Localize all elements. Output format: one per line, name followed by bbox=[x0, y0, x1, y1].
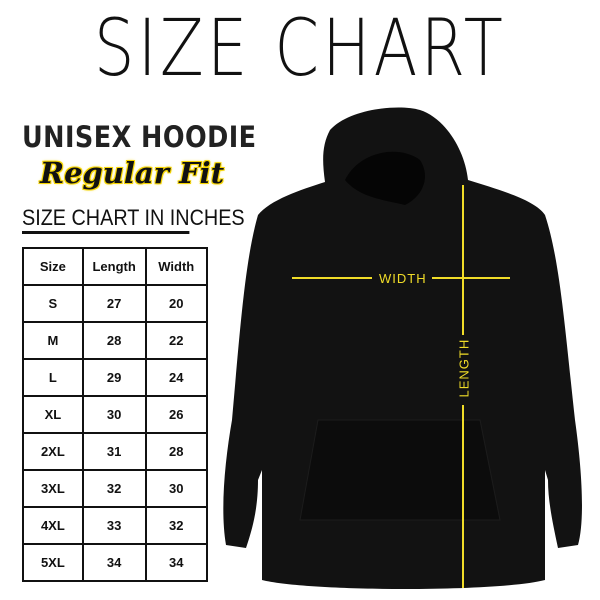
cell-size: 4XL bbox=[22, 506, 84, 545]
cell-length: 31 bbox=[81, 432, 147, 471]
fit-label: Regular Fit bbox=[40, 156, 225, 190]
table-row: S 27 20 bbox=[22, 284, 208, 323]
length-label: LENGTH bbox=[456, 338, 472, 398]
cell-width: 28 bbox=[144, 432, 208, 471]
table-header-row: Size Length Width bbox=[22, 247, 208, 286]
table-row: XL 30 26 bbox=[22, 395, 208, 434]
product-name: UNISEX HOODIE bbox=[22, 120, 257, 154]
cell-length: 33 bbox=[81, 506, 147, 545]
cell-length: 29 bbox=[81, 358, 147, 397]
hood-opening bbox=[345, 151, 425, 205]
page-title: SIZE CHART bbox=[93, 4, 507, 94]
width-label: WIDTH bbox=[379, 271, 427, 286]
cell-size: M bbox=[22, 321, 84, 360]
header-width: Width bbox=[144, 247, 208, 286]
table-row: 2XL 31 28 bbox=[22, 432, 208, 471]
cell-length: 28 bbox=[81, 321, 147, 360]
cell-width: 20 bbox=[144, 284, 208, 323]
cell-width: 34 bbox=[144, 543, 208, 582]
cell-length: 32 bbox=[81, 469, 147, 508]
table-row: M 28 22 bbox=[22, 321, 208, 360]
cell-length: 34 bbox=[81, 543, 147, 582]
cell-size: S bbox=[22, 284, 84, 323]
cell-width: 32 bbox=[144, 506, 208, 545]
size-table: Size Length Width S 27 20 M 28 22 L 29 24 XL 30… bbox=[22, 247, 208, 582]
table-row: 5XL 34 34 bbox=[22, 543, 208, 582]
cell-width: 26 bbox=[144, 395, 208, 434]
cell-width: 30 bbox=[144, 469, 208, 508]
cell-size: L bbox=[22, 358, 84, 397]
header-length: Length bbox=[81, 247, 147, 286]
cell-size: XL bbox=[22, 395, 84, 434]
cell-length: 30 bbox=[81, 395, 147, 434]
cell-length: 27 bbox=[81, 284, 147, 323]
table-row: 3XL 32 30 bbox=[22, 469, 208, 508]
cell-width: 22 bbox=[144, 321, 208, 360]
table-row: L 29 24 bbox=[22, 358, 208, 397]
front-pocket bbox=[299, 419, 501, 521]
cell-size: 3XL bbox=[22, 469, 84, 508]
cell-width: 24 bbox=[144, 358, 208, 397]
cell-size: 5XL bbox=[22, 543, 84, 582]
cell-size: 2XL bbox=[22, 432, 84, 471]
table-row: 4XL 33 32 bbox=[22, 506, 208, 545]
header-size: Size bbox=[22, 247, 84, 286]
